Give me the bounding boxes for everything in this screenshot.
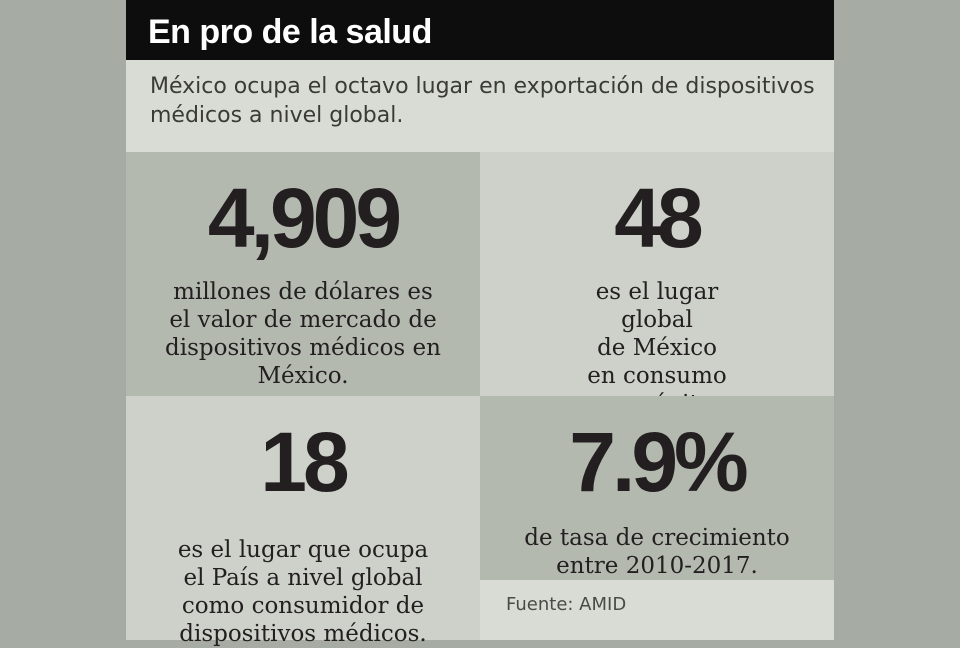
stat-description-line: el valor de mercado de	[169, 307, 437, 333]
stat-value: 48	[614, 171, 703, 265]
stat-cell-growth-rate: 7.9% de tasa de crecimiento entre 2010-2…	[480, 396, 834, 580]
stat-description-line: dispositivos médicos.	[179, 621, 427, 647]
stat-value: 4,909	[207, 171, 402, 265]
infographic-card: En pro de la salud México ocupa el octav…	[126, 0, 834, 647]
intro-text: México ocupa el octavo lugar en exportac…	[150, 74, 815, 128]
stat-description-line: es el lugar global	[595, 279, 719, 333]
stat-cell-market-value: 4,909 millones de dólares es el valor de…	[126, 152, 480, 396]
stat-description-line: como consumidor de	[181, 593, 425, 619]
source-note: Fuente: AMID	[506, 594, 627, 615]
stat-description-line: México.	[257, 363, 349, 389]
stat-description-line: de México	[597, 335, 717, 361]
stat-description-line: millones de dólares es	[173, 279, 433, 305]
stat-description-line: de tasa de crecimiento	[524, 525, 790, 551]
stat-description-line: el País a nivel global	[183, 565, 423, 591]
stat-description-line: entre 2010-2017.	[556, 553, 758, 579]
infographic-title: En pro de la salud	[126, 0, 834, 60]
stat-description-line: dispositivos médicos en	[165, 335, 441, 361]
stat-cell-consumer-rank: 18 es el lugar que ocupa el País a nivel…	[126, 396, 480, 647]
stat-value: 7.9%	[569, 415, 748, 509]
stat-value: 18	[260, 415, 349, 509]
stat-description: es el lugar que ocupa el País a nivel gl…	[126, 536, 480, 648]
stat-cell-consumption-rank: 48 es el lugar global de México en consu…	[480, 152, 834, 417]
stat-description-line: en consumo	[587, 363, 727, 389]
stat-description: millones de dólares es el valor de merca…	[126, 278, 480, 390]
stat-description-line: es el lugar que ocupa	[177, 537, 429, 563]
stat-description: de tasa de crecimiento entre 2010-2017.	[480, 524, 834, 580]
